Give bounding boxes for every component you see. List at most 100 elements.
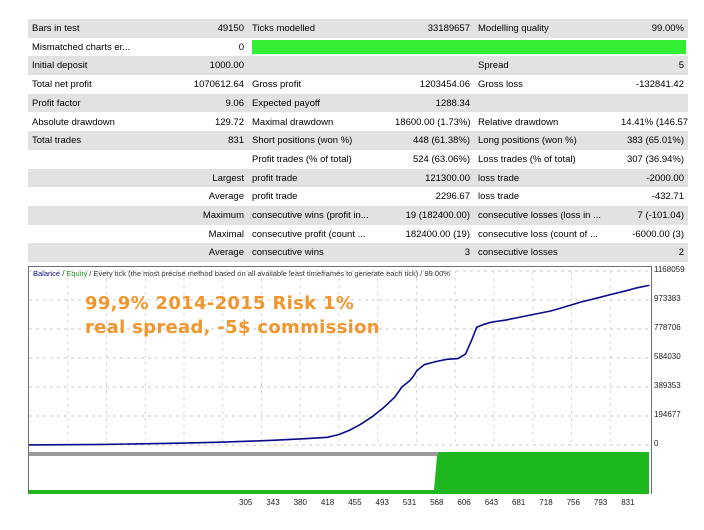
report-value-2: 524 (63.06%) <box>412 153 470 165</box>
report-label-2: Profit trades (% of total) <box>252 153 352 165</box>
report-label-2: consecutive wins (profit in... <box>252 210 369 221</box>
report-value-1: Maximum <box>202 210 244 221</box>
report-row-band <box>28 243 688 263</box>
balance-point <box>464 353 467 355</box>
balance-series-line <box>29 284 650 446</box>
report-value-3: 7 (-101.04) <box>637 210 684 221</box>
report-value-1 <box>170 151 248 168</box>
report-value-1: 129.72 <box>214 116 244 128</box>
x-tick-label: 531 <box>402 498 417 507</box>
report-value-3: 383 (65.01%) <box>626 135 684 147</box>
x-tick-label: 568 <box>430 498 444 507</box>
report-label-2: Maximal drawdown <box>252 116 334 128</box>
report-value-2 <box>391 39 474 56</box>
report-value-2: 1203454.06 <box>419 79 470 91</box>
lot-canvas <box>29 452 649 494</box>
lot-size-area <box>29 452 649 494</box>
balance-point <box>304 438 306 440</box>
caption-text: / Every tick (the most precise method ba… <box>87 269 450 278</box>
x-tick-label: 343 <box>266 498 280 507</box>
report-value-3: 99.00% <box>651 23 684 34</box>
x-tick-label: 305 <box>239 498 253 507</box>
y-tick-label: 778706 <box>654 323 681 332</box>
balance-point <box>470 340 473 342</box>
report-label-2 <box>248 57 391 74</box>
report-label-3: Gross loss <box>478 79 523 91</box>
y-tick-label: 1168059 <box>654 265 685 274</box>
report-row-band <box>28 206 688 225</box>
balance-point <box>435 360 437 363</box>
report-label-2: Expected payoff <box>252 97 320 109</box>
report-value-2: 3 <box>464 247 470 259</box>
caption-separator: / <box>60 269 67 278</box>
x-tick-label: 643 <box>484 498 499 507</box>
report-value-2: 2296.67 <box>435 191 470 203</box>
x-tick-label: 455 <box>348 498 362 507</box>
lot-baseline <box>29 452 439 456</box>
report-label-2: Ticks modelled <box>252 23 316 34</box>
report-label-3: Spread <box>478 60 509 72</box>
report-label-2: Gross profit <box>252 79 302 91</box>
report-value-2 <box>391 57 474 74</box>
x-tick-label: 718 <box>539 498 553 507</box>
report-value-1: Average <box>208 191 244 203</box>
report-label-3: loss trade <box>478 191 520 203</box>
equity-legend: Equity <box>66 269 88 278</box>
balance-point <box>274 439 276 441</box>
chart-caption: Balance / Equity / Every tick (the most … <box>33 269 450 278</box>
report-row-band <box>28 93 688 113</box>
report-row-band <box>28 168 688 188</box>
report-label-2 <box>248 39 391 56</box>
report-label-3: Modelling quality <box>478 23 549 34</box>
report-value-3: 5 <box>678 60 684 72</box>
report-value-2: 1288.34 <box>435 97 470 109</box>
balance-point <box>103 443 105 446</box>
report-label-1: Initial deposit <box>32 60 88 72</box>
report-label-3 <box>474 39 617 56</box>
balance-point <box>408 380 411 382</box>
report-value-2: 121300.00 <box>425 172 470 184</box>
x-tick-label: 380 <box>293 498 307 507</box>
balance-point <box>252 440 254 442</box>
x-tick-label: 418 <box>320 498 335 507</box>
report-row-band <box>28 19 688 38</box>
balance-point <box>535 313 537 315</box>
report-label-1 <box>28 151 170 168</box>
report-label-1: Mismatched charts er... <box>32 41 131 53</box>
report-value-1: 831 <box>228 135 244 147</box>
report-value-1: 1070612.64 <box>193 79 244 91</box>
balance-point <box>490 321 493 323</box>
x-tick-label: 756 <box>566 498 580 507</box>
lot-size-chart <box>28 452 652 494</box>
report-value-1: 49150 <box>217 23 244 34</box>
balance-point <box>565 305 567 308</box>
report-value-3: 14.41% (146.57) <box>621 116 688 128</box>
report-label-3: loss trade <box>478 172 520 184</box>
report-value-1: Largest <box>212 172 244 184</box>
report-label-3: consecutive loss (count of ... <box>478 228 598 240</box>
report-label-2: consecutive profit (count ... <box>252 228 366 240</box>
report-value-2: 182400.00 (19) <box>405 228 470 240</box>
report-label-1 <box>28 244 170 261</box>
balance-point <box>360 423 362 425</box>
balance-legend: Balance <box>33 269 61 278</box>
report-label-2: profit trade <box>252 191 298 203</box>
chart-canvas <box>29 270 650 446</box>
balance-point <box>483 323 485 325</box>
report-value-2: 33189657 <box>427 23 470 34</box>
report-label-2: Short positions (won %) <box>252 135 353 147</box>
balance-point <box>29 444 30 446</box>
report-label-2: consecutive wins <box>252 247 324 259</box>
annotation-overlay: 99,9% 2014-2015 Risk 1% real spread, -5$… <box>85 292 380 340</box>
annotation-line-2: real spread, -5$ commission <box>85 317 380 338</box>
balance-point <box>349 429 351 431</box>
balance-point <box>648 284 650 286</box>
x-axis: 305 343 380 418 455 493 531 568 606 643 681 718 756 7… <box>213 494 652 514</box>
balance-point <box>636 287 638 289</box>
balance-point <box>505 319 508 321</box>
balance-point <box>401 386 403 388</box>
balance-point <box>446 358 448 360</box>
report-label-1: Total net profit <box>32 79 92 91</box>
balance-point <box>65 444 67 446</box>
